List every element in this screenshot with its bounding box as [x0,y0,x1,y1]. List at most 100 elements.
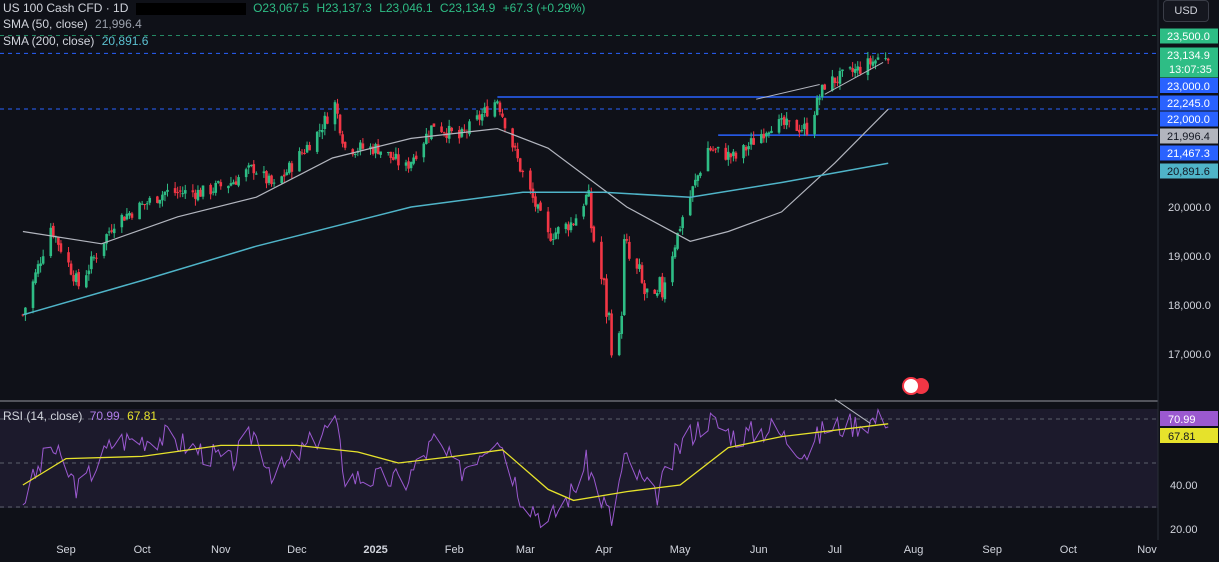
x-tick-label: Nov [211,544,231,556]
candle-body [201,185,205,197]
candle-body [376,144,380,155]
candle-body [389,151,393,158]
candle-body [369,146,372,149]
candle-body [709,147,712,151]
candle-body [156,196,159,203]
candle-body [280,176,283,184]
candle-body [282,174,286,177]
rsi-tick-label: 20.00 [1170,524,1198,536]
candle-body [57,237,60,245]
candle-body [237,177,240,186]
candle-body [871,61,875,66]
candle-body [513,145,517,148]
rsi-band-fill [0,409,1158,508]
sma50-legend[interactable]: SMA (50, close) 21,996.4 [3,17,146,31]
candle-body [374,144,377,154]
price-label: 22,000.0 [1167,114,1210,126]
rsi-trend-line [834,398,871,424]
price-label: 21,996.4 [1167,131,1210,143]
price-label-box [1160,28,1218,44]
candle-body [856,66,860,71]
candle-body [227,185,230,189]
candle-body [803,123,806,130]
y-tick-label: 17,000.0 [1168,349,1211,361]
candle-body [592,226,596,242]
candle-body [742,145,745,159]
candle-body [123,216,126,221]
candle-body [752,138,755,145]
y-tick-label: 19,000.0 [1168,251,1211,263]
sma200-legend[interactable]: SMA (200, close) 20,891.6 [3,34,152,48]
trend-line [756,84,820,100]
candle-body [587,190,591,197]
price-label-box [1160,163,1218,179]
candle-body [678,229,682,232]
candle-body [546,211,550,233]
rsi-line [22,407,889,529]
price-label-box [1160,95,1218,111]
candle-body [351,149,355,155]
candle-body [498,102,502,112]
currency-button[interactable]: USD [1163,0,1209,22]
candle-body [671,256,674,283]
candle-body [336,103,339,114]
candle-body [493,102,497,117]
candle-body [605,278,608,317]
candle-body [211,191,215,193]
sma200-line [22,162,889,316]
candle-body [67,252,70,263]
sma50-label: SMA (50, close) [3,17,88,31]
candle-body [600,241,603,280]
candle-body [158,199,162,204]
candle-body [805,122,809,135]
candle-body [386,152,390,154]
candle-body [458,129,461,139]
candle-body [534,196,537,207]
candle-body [749,138,753,145]
candle-body [691,186,695,196]
rsi-ma-line [22,423,889,502]
candle-body [503,118,507,129]
candle-body [199,189,202,197]
trend-line [824,62,884,95]
candle-body [361,143,365,149]
candle-body [272,182,276,184]
candle-body [777,119,781,133]
candle-body [521,170,525,173]
rsi-ma-label: 67.81 [1168,431,1196,443]
candle-body [483,107,486,114]
rsi-legend[interactable]: RSI (14, close) 70.99 67.81 [3,409,161,423]
candle-body [244,169,248,178]
candle-body [145,203,149,205]
candle-body [298,151,301,172]
x-tick-label: Mar [516,544,535,556]
candle-body [138,202,141,220]
price-label-box [1160,145,1218,161]
candle-body [516,148,519,159]
candle-body [463,129,466,131]
candle-body [567,224,570,231]
symbol-title[interactable]: US 100 Cash CFD · 1D [3,1,129,15]
x-tick-label: Feb [445,544,464,556]
candle-body [529,170,532,190]
candle-body [727,151,730,160]
candle-body [285,172,289,176]
candle-body [450,127,454,131]
candle-body [744,146,748,151]
candle-body [496,101,499,104]
candle-body [551,239,555,241]
candle-body [105,234,108,244]
candles [21,51,890,358]
candle-body [21,314,25,316]
y-tick-label: 18,000.0 [1168,300,1211,312]
x-tick-label: Oct [1060,544,1077,556]
candle-body [49,227,53,257]
candle-body [110,230,113,232]
candle-body [511,128,514,148]
candle-body [24,307,27,315]
candle-body [87,270,91,275]
candle-body [602,278,606,281]
candle-body [125,213,129,220]
candle-body [290,163,294,172]
